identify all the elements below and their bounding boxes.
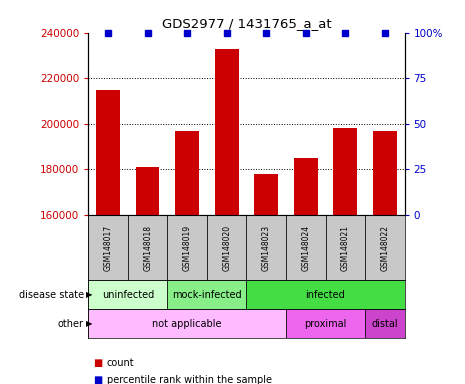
- Bar: [96, 89, 120, 215]
- Text: disease state: disease state: [19, 290, 84, 300]
- Bar: [333, 128, 357, 215]
- Text: GSM148024: GSM148024: [301, 225, 310, 271]
- Text: mock-infected: mock-infected: [172, 290, 242, 300]
- Title: GDS2977 / 1431765_a_at: GDS2977 / 1431765_a_at: [162, 17, 331, 30]
- Text: uninfected: uninfected: [102, 290, 154, 300]
- Text: infected: infected: [306, 290, 345, 300]
- Text: ▶: ▶: [86, 290, 93, 299]
- Bar: [326, 215, 365, 280]
- Text: GSM148019: GSM148019: [183, 225, 192, 271]
- Bar: [88, 309, 286, 338]
- Bar: [128, 215, 167, 280]
- Bar: [215, 49, 239, 215]
- Text: other: other: [58, 318, 84, 329]
- Text: GSM148017: GSM148017: [104, 225, 113, 271]
- Text: ■: ■: [93, 358, 102, 368]
- Bar: [254, 174, 278, 215]
- Text: count: count: [107, 358, 134, 368]
- Bar: [167, 280, 246, 309]
- Bar: [88, 215, 128, 280]
- Bar: [365, 215, 405, 280]
- Text: GSM148020: GSM148020: [222, 225, 231, 271]
- Bar: [294, 158, 318, 215]
- Text: percentile rank within the sample: percentile rank within the sample: [107, 375, 272, 384]
- Text: GSM148018: GSM148018: [143, 225, 152, 271]
- Text: proximal: proximal: [304, 318, 347, 329]
- Bar: [373, 131, 397, 215]
- Text: GSM148023: GSM148023: [262, 225, 271, 271]
- Bar: [246, 215, 286, 280]
- Bar: [167, 215, 207, 280]
- Text: ▶: ▶: [86, 319, 93, 328]
- Bar: [286, 309, 365, 338]
- Bar: [365, 309, 405, 338]
- Text: not applicable: not applicable: [153, 318, 222, 329]
- Text: GSM148021: GSM148021: [341, 225, 350, 271]
- Bar: [136, 167, 159, 215]
- Text: ■: ■: [93, 375, 102, 384]
- Text: distal: distal: [372, 318, 398, 329]
- Bar: [246, 280, 405, 309]
- Text: GSM148022: GSM148022: [380, 225, 389, 271]
- Bar: [207, 215, 246, 280]
- Bar: [175, 131, 199, 215]
- Bar: [286, 215, 326, 280]
- Bar: [88, 280, 167, 309]
